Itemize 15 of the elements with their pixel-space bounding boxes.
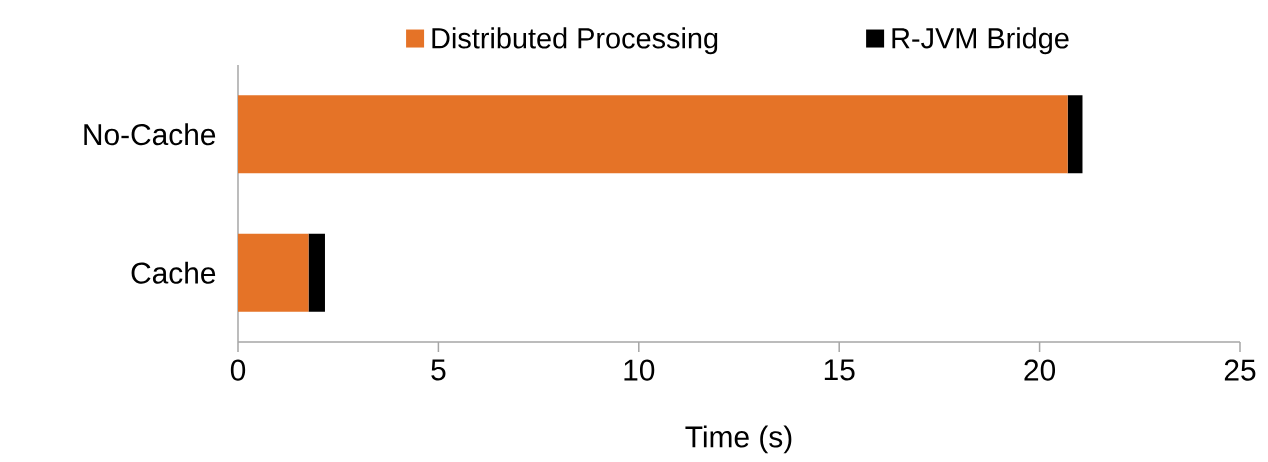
bar <box>1067 95 1083 174</box>
legend-label: R-JVM Bridge <box>892 27 1069 55</box>
y-tick-label: Cache <box>131 261 216 284</box>
x-axis-title: Time (s) <box>685 425 792 454</box>
x-tick-label: 20 <box>1024 359 1056 381</box>
x-tick-label: 15 <box>824 359 855 381</box>
x-tick-label: 0 <box>230 359 246 381</box>
x-tick-label: 25 <box>1224 359 1256 381</box>
legend-label: Distributed Processing <box>432 27 718 55</box>
x-tick-label: 5 <box>431 359 446 381</box>
x-tick-label: 10 <box>624 359 655 381</box>
y-tick-label: No-Cache <box>84 123 216 146</box>
bar <box>238 95 1068 174</box>
bar <box>308 233 325 312</box>
bar <box>238 233 309 312</box>
